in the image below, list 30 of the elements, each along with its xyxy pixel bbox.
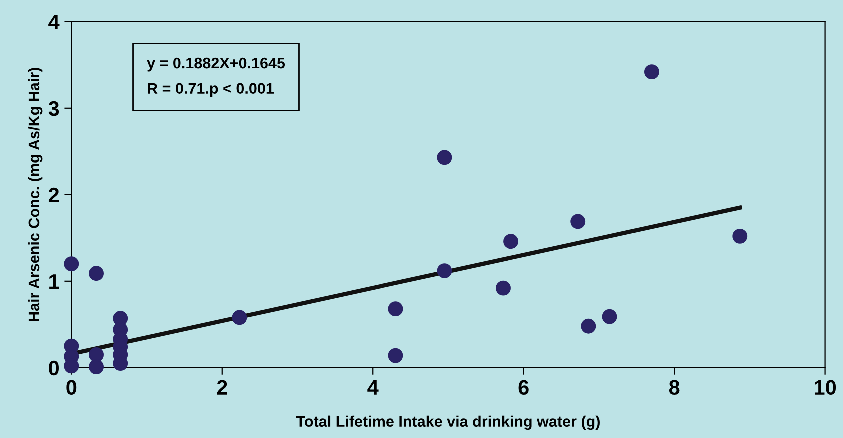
x-tick-label: 8	[669, 380, 680, 396]
y-tick-label: 4	[48, 15, 60, 30]
point	[437, 264, 452, 278]
point	[732, 228, 748, 244]
x-axis-title: Total Lifetime Intake via drinking water (g)	[296, 416, 600, 430]
y-tick-label: 3	[48, 101, 60, 116]
point	[89, 360, 104, 375]
point	[388, 302, 404, 317]
point	[89, 347, 104, 362]
point	[388, 348, 404, 364]
x-tick-label: 10	[815, 380, 836, 396]
point	[89, 266, 104, 282]
x-tick-label: 6	[518, 380, 529, 396]
point	[644, 64, 660, 80]
y-tick-label: 2	[48, 188, 60, 202]
point	[504, 234, 518, 250]
point	[581, 318, 596, 334]
annotation: y = 0.1882X+0.1645 R = 0.71.p < 0.001	[147, 58, 286, 98]
point	[570, 214, 586, 230]
y-tick-label: 0	[49, 360, 59, 376]
point	[602, 309, 618, 324]
point	[437, 150, 452, 166]
x-tick-label: 0	[66, 380, 77, 396]
point	[232, 310, 248, 326]
point	[64, 256, 80, 272]
y-axis-title: Hair Arsenic Conc. (mg As/Kg Hair)	[28, 68, 43, 322]
x-tick-label: 2	[217, 380, 228, 395]
y-tick-label: 1	[50, 274, 60, 289]
x-tick-label: 4	[368, 380, 379, 395]
point	[496, 280, 511, 296]
